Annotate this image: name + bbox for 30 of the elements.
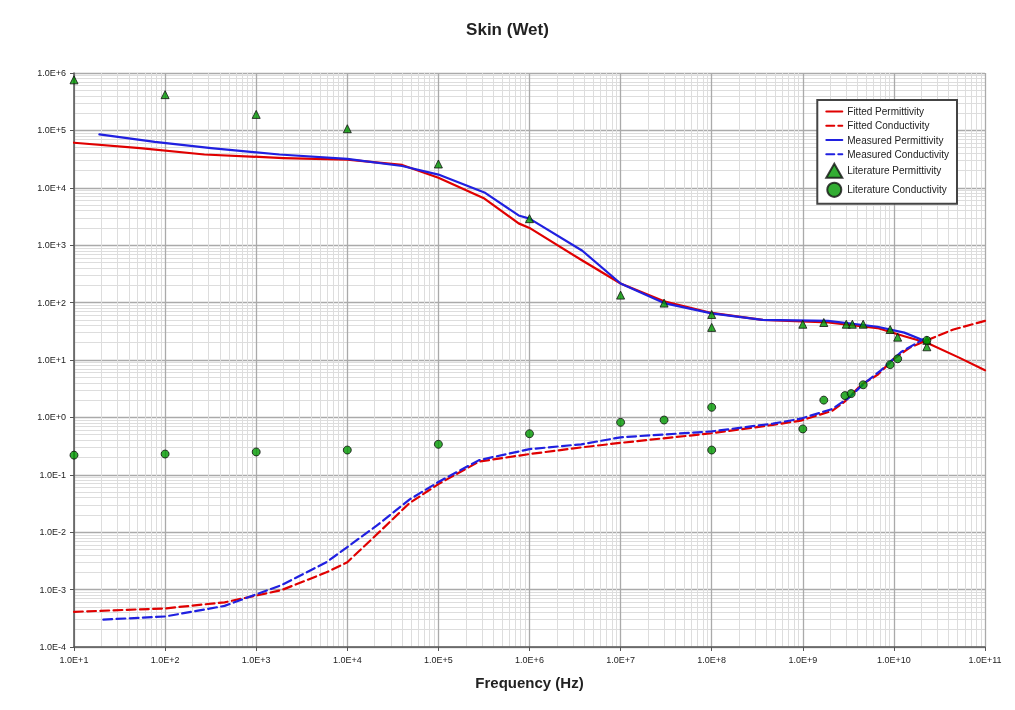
x-axis-title: Frequency (Hz): [475, 674, 584, 691]
x-tick-label: 1.0E+11: [968, 654, 1002, 665]
legend-label: Fitted Conductivity: [847, 120, 930, 132]
y-tick-label: 1.0E-3: [39, 584, 66, 595]
x-tick-label: 1.0E+2: [150, 654, 180, 665]
y-tick-label: 1.0E+1: [37, 355, 66, 365]
y-tick-label: 1.0E-1: [39, 469, 66, 480]
y-tick-label: 1.0E+5: [37, 125, 66, 136]
x-tick-label: 1.0E+10: [877, 654, 911, 665]
y-tick-label: 1.0E+0: [37, 412, 66, 423]
x-tick-label: 1.0E+8: [697, 654, 727, 665]
legend-label: Measured Permittivity: [847, 134, 944, 146]
legend-label: Literature Permittivity: [847, 165, 942, 177]
y-tick-label: 1.0E+3: [37, 240, 66, 251]
x-tick-label: 1.0E+3: [241, 654, 271, 665]
x-tick-label: 1.0E+6: [515, 654, 544, 665]
y-tick-label: 1.0E+4: [37, 182, 66, 193]
chart-title: Skin (Wet): [466, 20, 549, 39]
x-tick-label: 1.0E+9: [788, 654, 818, 665]
x-tick-label: 1.0E+7: [606, 654, 635, 665]
y-tick-label: 1.0E+2: [37, 297, 66, 308]
x-tick-label: 1.0E+1: [59, 654, 89, 665]
y-tick-label: 1.0E+6: [37, 68, 66, 78]
legend-label: Fitted Permittivity: [847, 106, 924, 118]
y-tick-label: 1.0E-4: [39, 642, 66, 652]
y-tick-label: 1.0E-2: [39, 527, 66, 538]
x-tick-label: 1.0E+4: [332, 654, 362, 665]
legend-label: Measured Conductivity: [847, 148, 949, 160]
legend-label: Literature Conductivity: [847, 184, 947, 196]
x-tick-label: 1.0E+5: [424, 654, 453, 665]
